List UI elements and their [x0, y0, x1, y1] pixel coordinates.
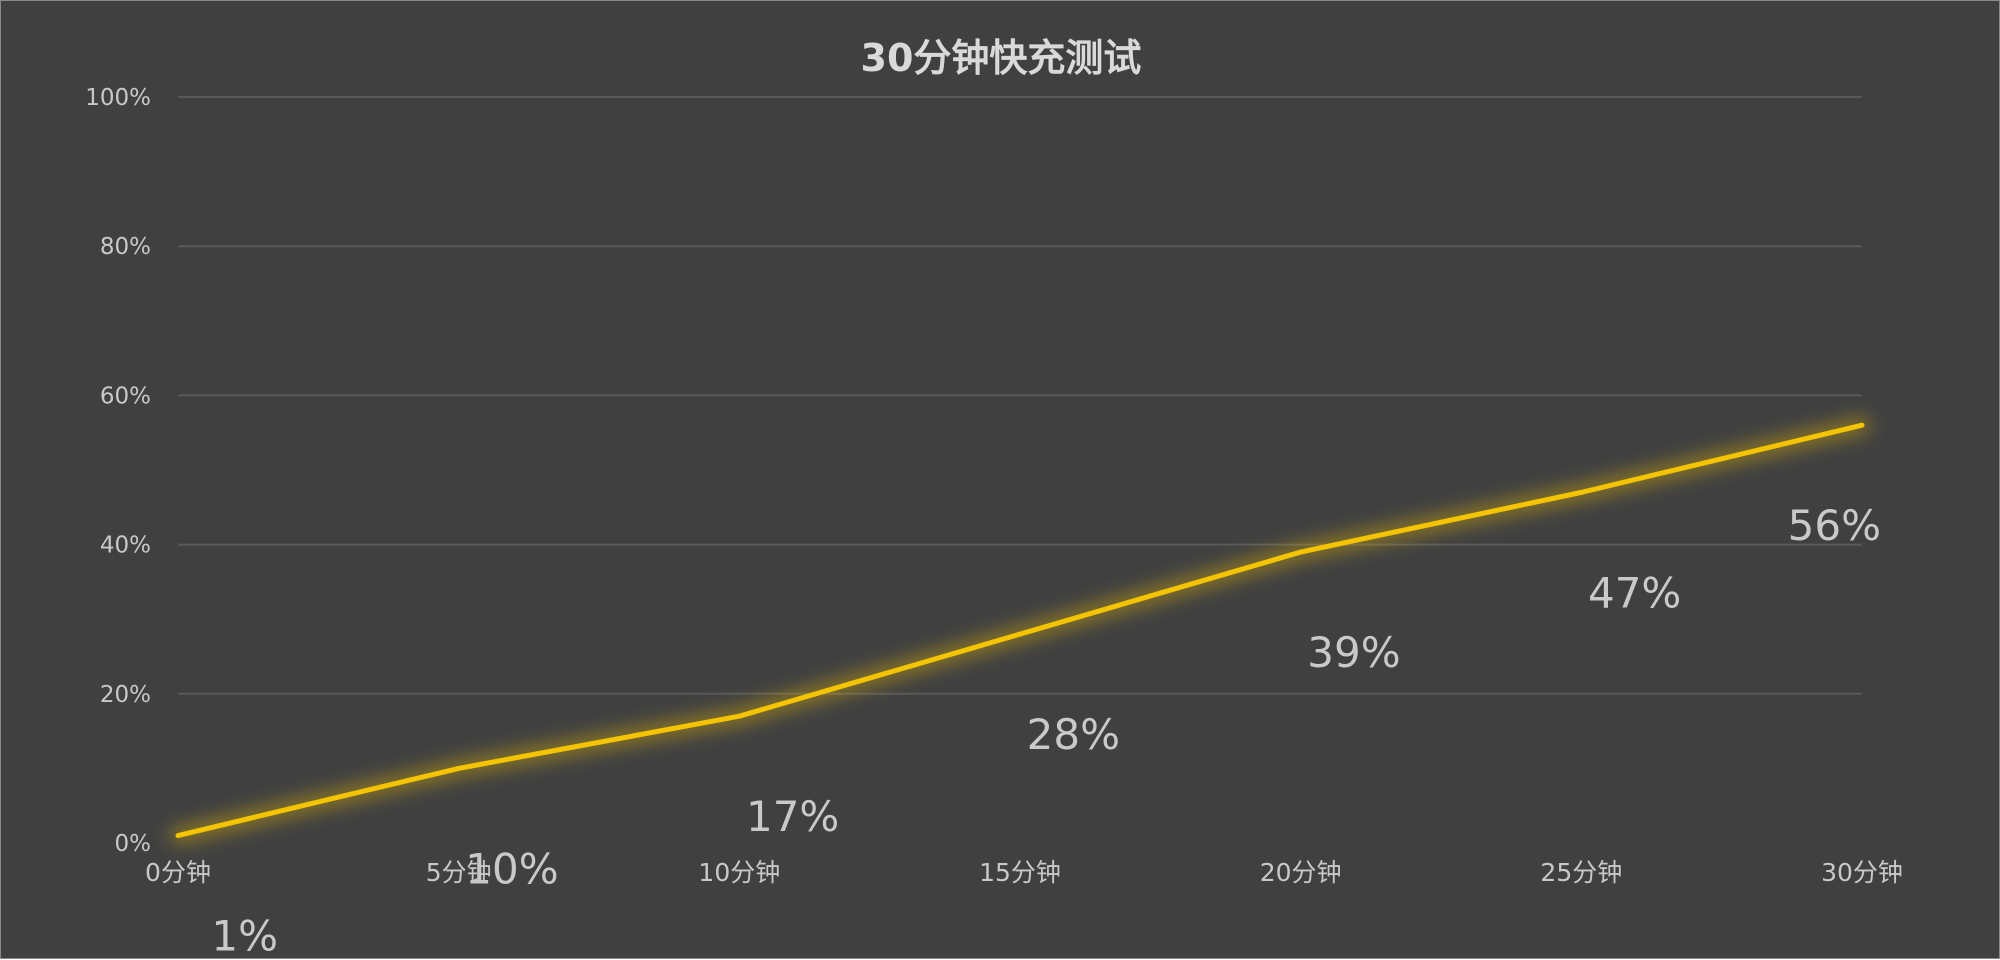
data-label: 56%: [1788, 501, 1881, 550]
y-tick-label: 100%: [85, 85, 151, 111]
y-tick-label: 80%: [100, 234, 151, 260]
chart-title: 30分钟快充测试: [861, 36, 1142, 80]
y-axis: 0% 20% 40% 60% 80% 100%: [85, 85, 151, 857]
x-tick-label: 15分钟: [979, 858, 1061, 887]
data-label: 10%: [465, 844, 558, 893]
data-label: 28%: [1027, 710, 1120, 759]
data-label: 1%: [211, 912, 278, 960]
y-tick-label: 0%: [115, 831, 152, 857]
x-tick-label: 30分钟: [1821, 858, 1903, 887]
y-tick-label: 40%: [100, 533, 151, 559]
gridlines: [178, 96, 1862, 695]
y-tick-label: 60%: [100, 383, 151, 409]
x-tick-label: 0分钟: [145, 858, 211, 887]
data-label: 47%: [1588, 568, 1681, 617]
x-tick-label: 25分钟: [1540, 858, 1622, 887]
x-tick-label: 10分钟: [698, 858, 780, 887]
series-line: [175, 422, 1865, 839]
x-tick-label: 5分钟: [426, 858, 492, 887]
x-tick-label: 20分钟: [1260, 858, 1342, 887]
data-label: 17%: [746, 792, 839, 841]
data-labels: 1% 10% 17% 28% 39% 47% 56%: [211, 501, 1881, 960]
data-label: 39%: [1307, 628, 1400, 677]
y-tick-label: 20%: [100, 682, 151, 708]
series-line-group: [170, 417, 1870, 844]
x-axis: 0分钟 5分钟 10分钟 15分钟 20分钟 25分钟 30分钟: [145, 858, 1903, 887]
